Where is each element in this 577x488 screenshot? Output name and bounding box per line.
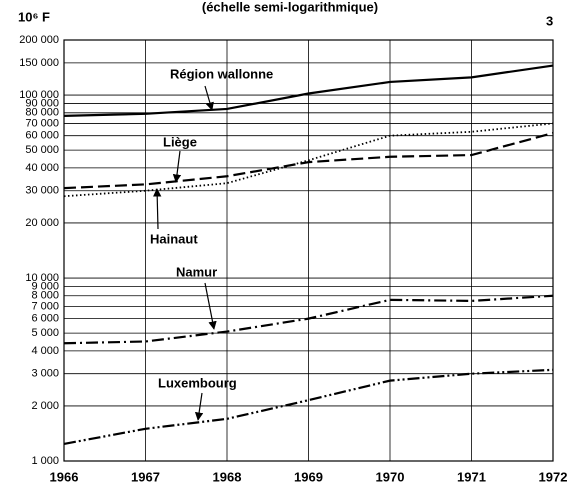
y-tick-label: 70 000 — [25, 117, 59, 129]
y-tick-label: 1 000 — [31, 455, 59, 467]
y-tick-label: 40 000 — [25, 162, 59, 174]
label-arrow — [204, 282, 217, 330]
series-label: Région wallonne — [170, 66, 273, 81]
x-tick-label: 1967 — [131, 469, 160, 484]
y-tick-label: 80 000 — [25, 107, 59, 119]
series-line — [63, 131, 554, 190]
y-tick-label: 10 000 — [25, 272, 59, 284]
y-tick-label: 90 000 — [25, 97, 59, 109]
y-tick-label: 3 000 — [31, 368, 59, 380]
x-tick-label: 1970 — [376, 469, 405, 484]
label-arrow — [152, 188, 162, 230]
x-tick-label: 1969 — [294, 469, 323, 484]
series-label: Luxembourg — [158, 375, 237, 390]
y-tick-label: 9 000 — [31, 280, 59, 292]
label-arrow — [172, 150, 182, 183]
series-label: Liège — [163, 134, 197, 149]
label-arrow — [194, 392, 204, 421]
y-tick-label: 50 000 — [25, 144, 59, 156]
series-label: Namur — [176, 264, 217, 279]
y-axis-label: 10⁶ F — [18, 9, 50, 24]
series-line — [63, 368, 554, 445]
page-number: 3 — [546, 13, 553, 28]
y-tick-label: 200 000 — [19, 34, 59, 46]
label-arrow — [204, 85, 214, 111]
y-tick-label: 4 000 — [31, 345, 59, 357]
y-tick-label: 7 000 — [31, 300, 59, 312]
series-line — [63, 122, 554, 198]
y-tick-label: 6 000 — [31, 313, 59, 325]
x-tick-label: 1968 — [213, 469, 242, 484]
series-line — [63, 294, 554, 345]
series-line — [63, 64, 554, 117]
x-tick-label: 1966 — [50, 469, 79, 484]
y-tick-label: 60 000 — [25, 130, 59, 142]
y-tick-label: 30 000 — [25, 185, 59, 197]
series-label: Hainaut — [150, 231, 198, 246]
x-tick-label: 1971 — [457, 469, 486, 484]
y-tick-label: 100 000 — [19, 89, 59, 101]
y-tick-label: 20 000 — [25, 217, 59, 229]
plot-frame — [63, 39, 554, 462]
y-tick-label: 8 000 — [31, 290, 59, 302]
y-tick-label: 5 000 — [31, 327, 59, 339]
y-tick-label: 150 000 — [19, 57, 59, 69]
x-tick-label: 1972 — [539, 469, 568, 484]
y-tick-label: 2 000 — [31, 400, 59, 412]
chart-title: (échelle semi-logarithmique) — [202, 0, 378, 14]
